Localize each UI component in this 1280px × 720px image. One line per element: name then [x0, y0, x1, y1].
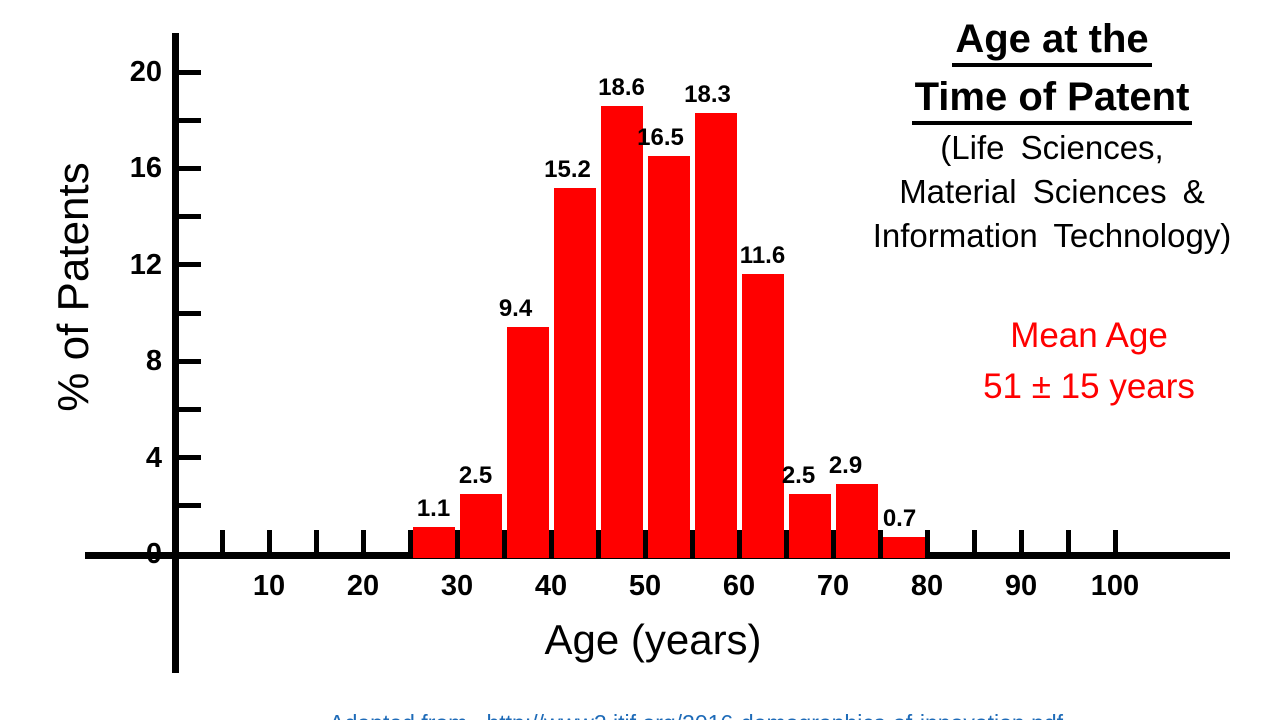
bar-50-55 [647, 156, 690, 558]
y-axis-tick [179, 117, 201, 123]
chart-title-block: Age at the Time of Patent (Life Sciences… [817, 10, 1280, 258]
x-axis-tick-label: 70 [816, 570, 850, 602]
bar-25-30 [412, 527, 455, 558]
y-axis-tick [179, 310, 201, 316]
y-axis-tick [179, 165, 201, 171]
bar-55-60 [694, 112, 737, 558]
bar-value-label: 18.3 [684, 80, 731, 108]
bar-value-label: 1.1 [416, 495, 451, 523]
x-axis-tick-label: 50 [628, 570, 662, 602]
x-axis-tick [689, 530, 695, 552]
y-axis-line [172, 33, 179, 673]
y-axis-tick [179, 69, 201, 75]
y-axis-tick [179, 214, 201, 220]
bar-75-80 [882, 537, 925, 558]
x-axis-tick-label: 30 [440, 570, 474, 602]
x-axis-tick [360, 530, 366, 552]
bar-45-50 [600, 105, 643, 558]
title-line-1: Age at the [817, 10, 1280, 68]
subtitle-line-3: Information Technology) [872, 217, 1232, 254]
bar-60-65 [741, 274, 784, 558]
x-axis-tick-label: 10 [252, 570, 286, 602]
x-axis-tick [313, 530, 319, 552]
x-axis-tick-label: 40 [534, 570, 568, 602]
y-axis-tick-label: 8 [145, 345, 162, 378]
x-axis-tick-label: 90 [1004, 570, 1038, 602]
bar-value-label: 16.5 [637, 124, 684, 152]
bar-value-label: 15.2 [544, 155, 591, 183]
x-axis-tick [219, 530, 225, 552]
y-axis-tick-label: 12 [129, 248, 162, 281]
source-citation: Adapted from http://www2.itif.org/2016-d… [305, 683, 1063, 720]
x-axis-tick-label: 60 [722, 570, 756, 602]
y-axis-tick-label: 4 [145, 441, 162, 474]
y-axis-tick [179, 262, 201, 268]
x-axis-tick [971, 530, 977, 552]
x-axis-tick [1112, 530, 1118, 552]
y-axis-tick [179, 503, 201, 509]
mean-age-line-2: 51 ± 15 years [983, 367, 1195, 406]
bar-40-45 [553, 187, 596, 558]
mean-age-annotation: Mean Age 51 ± 15 years [983, 310, 1195, 412]
x-axis-tick [736, 530, 742, 552]
bar-65-70 [788, 493, 831, 558]
title-line-1-text: Age at the [952, 17, 1152, 67]
title-line-2-text: Time of Patent [911, 75, 1193, 125]
x-axis-tick [501, 530, 507, 552]
x-axis-tick [595, 530, 601, 552]
bar-value-label: 18.6 [598, 73, 645, 101]
x-axis-tick [1018, 530, 1024, 552]
bar-value-label: 2.5 [781, 461, 816, 489]
x-axis-tick [266, 530, 272, 552]
x-axis-tick [783, 530, 789, 552]
bar-value-label: 11.6 [739, 242, 786, 270]
x-axis-tick [454, 530, 460, 552]
title-line-2: Time of Patent [817, 68, 1280, 126]
subtitle-line-2: Material Sciences & [899, 173, 1205, 210]
y-axis-title: % of Patents [49, 162, 98, 412]
x-axis-tick [830, 530, 836, 552]
subtitle-line-1: (Life Sciences, [940, 129, 1164, 166]
x-axis-tick [1065, 530, 1071, 552]
bar-value-label: 9.4 [498, 295, 533, 323]
bar-value-label: 2.9 [828, 452, 863, 480]
x-axis-tick [642, 530, 648, 552]
x-axis-tick [924, 530, 930, 552]
bar-30-35 [459, 493, 502, 558]
x-axis-tick [548, 530, 554, 552]
y-axis-tick [179, 406, 201, 412]
x-axis-tick [407, 530, 413, 552]
bar-35-40 [506, 327, 549, 558]
bar-value-label: 2.5 [458, 461, 493, 489]
bar-70-75 [835, 484, 878, 558]
y-axis-tick-label: 0 [145, 538, 162, 570]
x-axis-tick-label: 20 [346, 570, 380, 602]
x-axis-tick-label: 80 [910, 570, 944, 602]
y-axis-tick-label: 20 [129, 56, 162, 88]
y-axis-tick [179, 455, 201, 461]
y-axis-tick-label: 16 [129, 152, 162, 185]
x-axis-tick [877, 530, 883, 552]
bar-value-label: 0.7 [882, 505, 917, 533]
x-axis-tick-label: 100 [1090, 570, 1140, 602]
mean-age-line-1: Mean Age [1010, 316, 1168, 355]
y-axis-tick [179, 358, 201, 364]
x-axis-title: Age (years) [544, 616, 762, 663]
source-link[interactable]: Adapted from http://www2.itif.org/2016-d… [329, 710, 1063, 720]
